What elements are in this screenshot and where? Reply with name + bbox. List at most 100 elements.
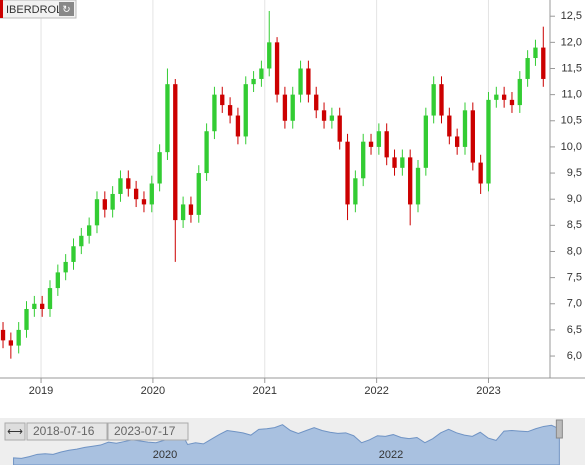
y-tick-label: 9,5 <box>567 167 582 179</box>
candle-body <box>133 188 139 200</box>
symbol-marker <box>0 0 3 18</box>
candle-body <box>541 47 546 79</box>
candle-body <box>423 115 428 168</box>
range-button[interactable] <box>4 422 26 441</box>
candle-body <box>220 94 225 106</box>
candle-body <box>180 204 186 221</box>
end-date-box[interactable] <box>107 422 189 441</box>
candle-body <box>267 42 272 69</box>
candle-body <box>337 115 342 142</box>
candle-body <box>196 173 201 215</box>
candle-body <box>415 167 421 205</box>
candle-body <box>71 246 76 262</box>
candle-body <box>141 199 147 205</box>
candle-body <box>227 105 233 116</box>
candle-body <box>290 94 295 121</box>
x-tick-label: 2019 <box>29 385 53 397</box>
candle-body <box>501 94 507 100</box>
candle-body <box>306 68 311 95</box>
y-tick-label: 8,5 <box>567 219 582 231</box>
navigator-area <box>13 424 560 465</box>
candle-body <box>361 141 366 179</box>
y-tick-label: 12,5 <box>561 10 582 22</box>
candle-body <box>47 288 53 309</box>
candle-body <box>509 99 515 106</box>
y-tick-label: 10,5 <box>561 115 582 127</box>
candle-body <box>314 94 319 111</box>
y-tick-label: 10,0 <box>561 141 582 153</box>
candle-body <box>8 340 14 346</box>
candle-body <box>447 115 452 137</box>
range-icon: ⟷ <box>7 426 23 438</box>
chart-title: IBERDROL <box>6 4 62 16</box>
candle-body <box>533 47 538 59</box>
symbol-box[interactable] <box>0 0 77 19</box>
plot-area <box>0 0 546 378</box>
candle-body <box>212 94 217 132</box>
candle-body <box>102 199 107 210</box>
x-tick-label: 2020 <box>141 385 165 397</box>
candle-body <box>110 193 115 210</box>
candle-body <box>329 115 335 121</box>
candle-body <box>165 84 170 153</box>
navigator-tick-label: 2022 <box>379 449 403 461</box>
candle-body <box>298 68 303 95</box>
candle-body <box>400 157 405 168</box>
candle-body <box>376 131 382 147</box>
candle-body <box>0 329 6 341</box>
candle-body <box>462 110 468 147</box>
candle-body <box>24 308 29 330</box>
candle-body <box>173 84 178 221</box>
y-tick-label: 9,0 <box>567 193 582 205</box>
candle-body <box>55 272 60 289</box>
x-tick-label: 2021 <box>253 385 277 397</box>
candle-body <box>384 131 389 158</box>
y-tick-label: 7,5 <box>567 272 582 284</box>
candle-body <box>32 303 37 309</box>
candle-body <box>40 303 45 309</box>
end-date: 2023-07-17 <box>114 424 176 438</box>
x-tick-label: 2023 <box>476 385 500 397</box>
candle-body <box>321 110 327 121</box>
refresh-icon: ↻ <box>62 5 70 16</box>
y-tick-label: 7,0 <box>567 298 582 310</box>
candle-body <box>470 110 475 163</box>
candle-body <box>486 99 491 184</box>
candle-body <box>478 162 483 184</box>
candle-body <box>392 157 397 168</box>
candle-body <box>259 68 264 79</box>
candle-body <box>149 183 154 205</box>
candle-body <box>439 84 444 116</box>
candle-body <box>126 178 131 189</box>
candle-body <box>345 141 350 205</box>
candle-body <box>63 261 68 273</box>
candle-body <box>431 84 436 116</box>
candle-body <box>235 115 241 137</box>
candle-body <box>274 42 280 95</box>
y-tick-label: 12,0 <box>561 36 582 48</box>
candle-body <box>525 58 530 79</box>
candle-body <box>86 225 92 236</box>
candle-body <box>243 84 248 137</box>
start-date-box[interactable] <box>26 422 108 441</box>
candle-body <box>408 157 413 205</box>
candle-body <box>188 204 194 215</box>
candle-body <box>204 131 209 174</box>
x-tick-label: 2022 <box>364 385 388 397</box>
candle-body <box>353 178 358 205</box>
navigator-tick-label: 2020 <box>153 449 177 461</box>
candle-body <box>251 78 256 85</box>
candle-body <box>157 152 162 184</box>
y-tick-label: 11,0 <box>561 89 582 101</box>
y-tick-label: 6,5 <box>567 324 582 336</box>
candle-body <box>16 329 21 346</box>
candle-body <box>494 94 499 100</box>
candle-body <box>517 78 522 106</box>
candle-body <box>94 199 100 226</box>
y-tick-label: 11,5 <box>561 62 582 74</box>
start-date: 2018-07-16 <box>33 424 95 438</box>
y-tick-label: 6,0 <box>567 350 582 362</box>
refresh-button[interactable] <box>59 2 74 16</box>
candle-body <box>282 94 288 121</box>
